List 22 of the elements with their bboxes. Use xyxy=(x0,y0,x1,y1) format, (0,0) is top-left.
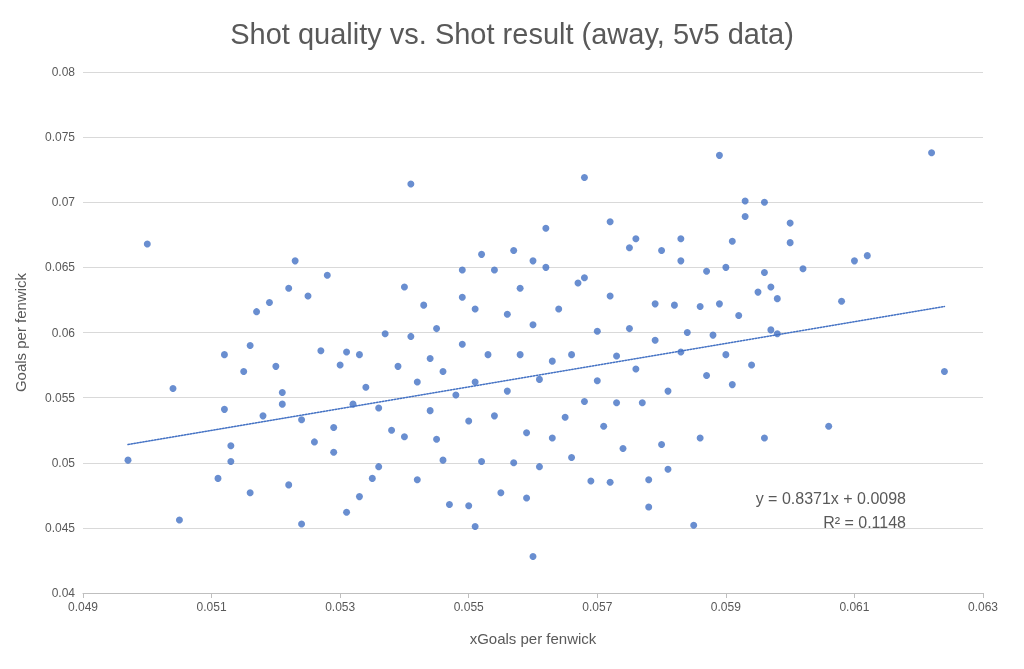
chart-title: Shot quality vs. Shot result (away, 5v5 data) xyxy=(230,17,794,50)
x-tick-label: 0.057 xyxy=(582,600,613,614)
x-tick-label: 0.049 xyxy=(67,600,99,614)
x-tick-label: 0.061 xyxy=(839,600,870,614)
annotation: R² = 0.1148 xyxy=(823,513,907,531)
y-tick-label: 0.065 xyxy=(44,260,76,275)
y-tick-label: 0.08 xyxy=(51,65,76,79)
x-axis-title: xGoals per fenwick xyxy=(469,630,597,647)
x-tick-label: 0.053 xyxy=(325,600,356,614)
y-tick-label: 0.055 xyxy=(44,390,76,405)
x-tick-label: 0.063 xyxy=(967,600,999,614)
annotation: y = 0.8371x + 0.0098 xyxy=(755,489,907,507)
x-tick-label: 0.055 xyxy=(453,600,485,614)
y-tick-label: 0.075 xyxy=(44,130,76,145)
y-tick-label: 0.06 xyxy=(51,325,76,340)
x-tick-label: 0.051 xyxy=(196,600,227,614)
y-tick-label: 0.05 xyxy=(51,455,76,470)
y-axis-title: Goals per fenwick xyxy=(12,272,29,393)
y-tick-label: 0.04 xyxy=(51,586,76,600)
x-tick-label: 0.059 xyxy=(710,600,742,614)
y-tick-label: 0.045 xyxy=(44,520,76,535)
y-tick-label: 0.07 xyxy=(51,195,76,210)
